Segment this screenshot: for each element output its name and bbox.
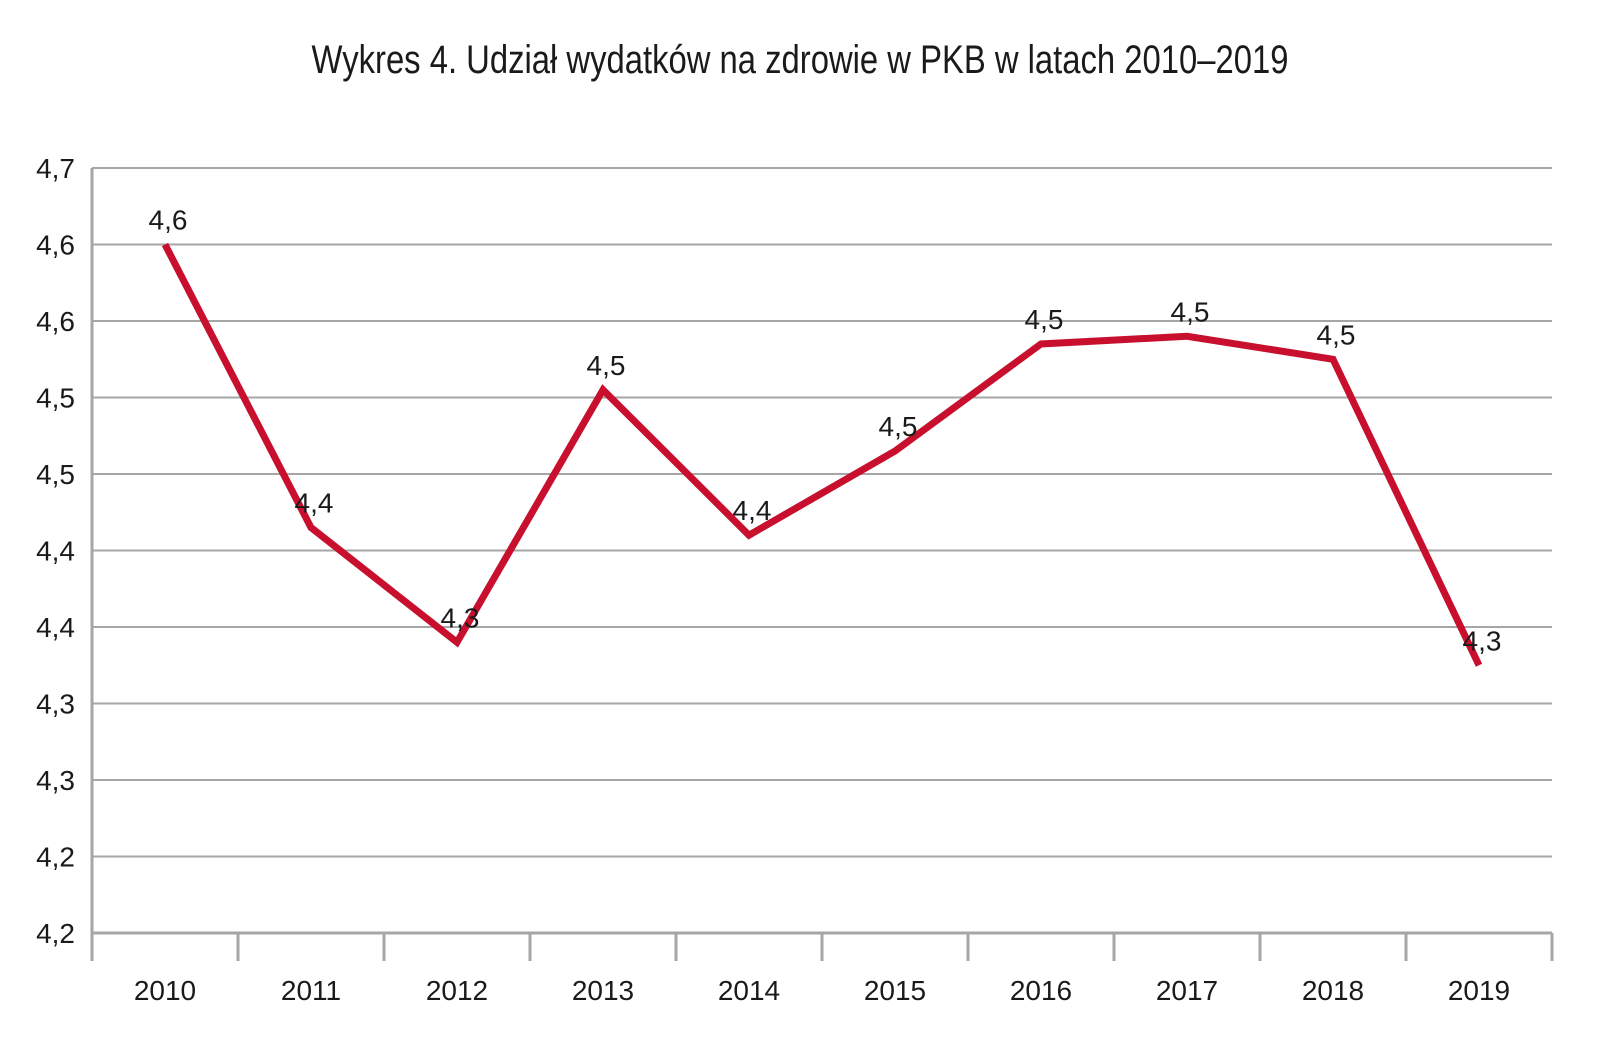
y-tick-label: 4,6 — [36, 230, 75, 261]
y-tick-label: 4,2 — [36, 918, 75, 949]
y-tick-label: 4,6 — [36, 306, 75, 337]
data-label: 4,5 — [1025, 304, 1064, 335]
x-tick-label: 2011 — [281, 975, 341, 1006]
data-label: 4,3 — [441, 602, 480, 633]
data-label: 4,5 — [1317, 319, 1356, 350]
data-label: 4,4 — [295, 488, 334, 519]
gridlines — [92, 167, 1552, 858]
data-label: 4,5 — [879, 411, 918, 442]
y-tick-label: 4,7 — [36, 153, 75, 184]
y-tick-labels: 4,2 4,2 4,3 4,3 4,4 4,4 4,5 4,5 4,6 4,6 4,7 — [36, 153, 75, 949]
data-label: 4,5 — [1171, 296, 1210, 327]
data-label: 4,5 — [587, 350, 626, 381]
y-tick-label: 4,5 — [36, 459, 75, 490]
x-tick-label: 2013 — [572, 975, 634, 1006]
chart-title: Wykres 4. Udział wydatków na zdrowie w P… — [311, 38, 1289, 82]
x-tick-label: 2015 — [864, 975, 926, 1006]
y-tick-label: 4,4 — [36, 536, 75, 567]
data-label: 4,4 — [733, 495, 772, 526]
x-tick-label: 2012 — [426, 975, 488, 1006]
series-line — [161, 242, 1483, 667]
y-tick-label: 4,2 — [36, 842, 75, 873]
x-tick-label: 2017 — [1156, 975, 1218, 1006]
series — [161, 242, 1483, 667]
y-tick-label: 4,3 — [36, 689, 75, 720]
x-tick-label: 2019 — [1448, 975, 1510, 1006]
x-tick-label: 2014 — [718, 975, 780, 1006]
data-label: 4,3 — [1463, 625, 1502, 656]
x-tick-label: 2016 — [1010, 975, 1072, 1006]
x-tick-labels: 2010 2011 2012 2013 2014 2015 2016 2017 2018 2019 — [134, 975, 1510, 1006]
x-tick-label: 2010 — [134, 975, 196, 1006]
data-label: 4,6 — [149, 205, 188, 236]
axes — [90, 168, 1554, 961]
y-tick-label: 4,5 — [36, 383, 75, 414]
x-tick-label: 2018 — [1302, 975, 1364, 1006]
data-labels: 4,6 4,4 4,3 4,5 4,4 4,5 4,5 4,5 4,5 4,3 — [149, 205, 1502, 657]
y-tick-label: 4,4 — [36, 612, 75, 643]
y-tick-label: 4,3 — [36, 765, 75, 796]
